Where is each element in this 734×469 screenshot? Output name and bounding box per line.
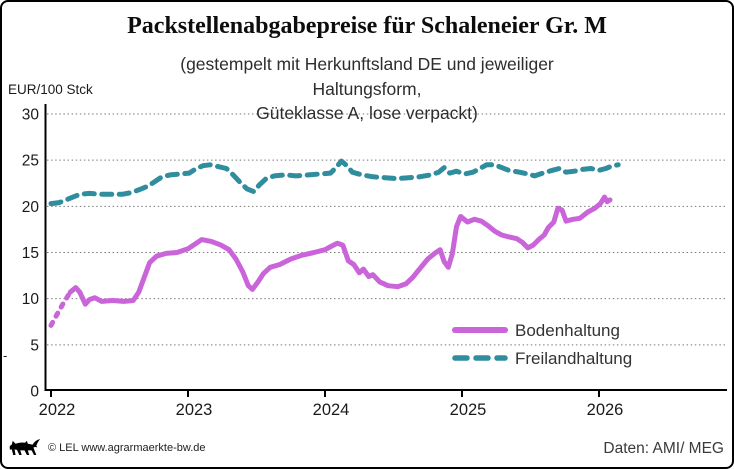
dashed-line-swatch-icon <box>452 355 508 361</box>
x-tick-label: 2025 <box>450 401 487 419</box>
y-tick-label: 30 <box>22 107 40 124</box>
footer-left: © LEL www.agrarmaerkte-bw.de <box>8 437 206 458</box>
x-tick-label: 2023 <box>176 401 213 419</box>
x-tick-label: 2026 <box>587 401 624 419</box>
copyright-text: © LEL www.agrarmaerkte-bw.de <box>48 441 206 454</box>
series-line-freilandhaltung <box>48 158 621 207</box>
y-tick-label: 25 <box>22 153 39 170</box>
y-axis-unit-label: EUR/100 Stck <box>8 82 93 97</box>
legend-label-bodenhaltung: Bodenhaltung <box>515 320 620 340</box>
y-tick-label: 5 <box>30 337 39 354</box>
y-tick-label: 0 <box>30 384 39 401</box>
y-tick-label: 15 <box>22 245 39 262</box>
series-line-bodenhaltung <box>67 194 613 307</box>
y-tick-label: 20 <box>22 199 40 216</box>
x-tick-label: 2022 <box>39 401 76 419</box>
y-tick-label: 10 <box>22 291 40 308</box>
data-source-text: Daten: AMI/ MEG <box>603 440 724 457</box>
legend-item-bodenhaltung: Bodenhaltung <box>450 319 620 341</box>
series-line-bodenhaltung <box>48 289 73 328</box>
chart-subtitle-line-2: Haltungsform, <box>312 79 422 99</box>
solid-line-swatch-icon <box>452 327 508 333</box>
bw-lion-logo-icon <box>9 439 41 456</box>
page-title: Packstellenabgabepreise für Schaleneier … <box>127 13 607 39</box>
x-tick-label: 2024 <box>313 401 350 419</box>
stray-dash-mark: - <box>3 348 8 363</box>
legend-item-freilandhaltung: Freilandhaltung <box>450 347 632 369</box>
legend-label-freilandhaltung: Freilandhaltung <box>515 348 633 368</box>
chart-subtitle-line-3: Güteklasse A, lose verpackt) <box>256 103 478 123</box>
chart-subtitle-line-1: (gestempelt mit Herkunftsland DE und jew… <box>180 54 554 74</box>
